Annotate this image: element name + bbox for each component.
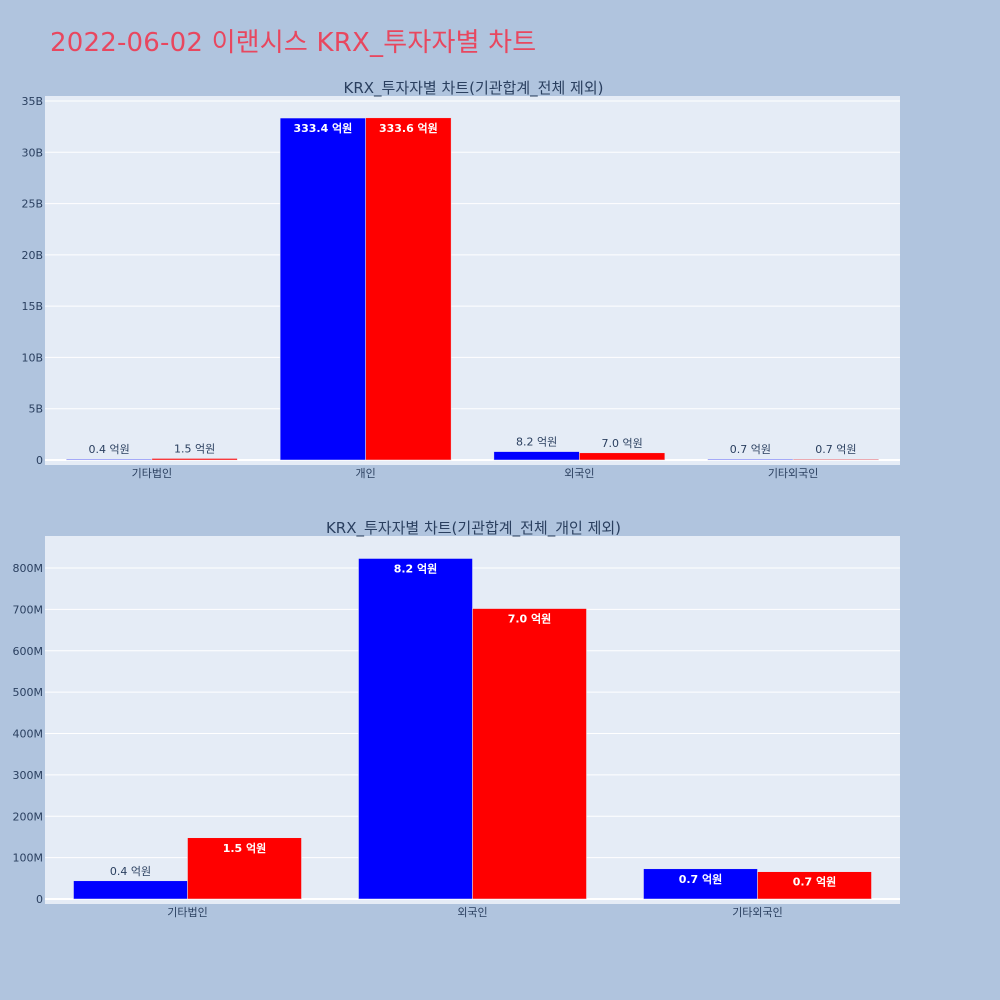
bar (358, 558, 473, 900)
data-label: 0.4 억원 (89, 443, 130, 456)
y-tick-label: 25B (21, 198, 43, 211)
x-tick-label: 외국인 (457, 906, 487, 919)
y-tick-label: 20B (21, 249, 43, 262)
data-label: 7.0 억원 (508, 612, 552, 626)
y-tick-label: 0 (36, 893, 43, 906)
y-tick-label: 600M (13, 645, 44, 658)
x-tick-label: 기타외국인 (732, 906, 783, 919)
x-tick-label: 기타외국인 (768, 467, 819, 480)
y-tick-label: 800M (13, 562, 44, 575)
data-label: 333.4 억원 (293, 121, 352, 135)
chart-title: KRX_투자자별 차트(기관합계_전체_개인 제외) (326, 519, 621, 538)
bar (73, 880, 188, 900)
data-label: 0.7 억원 (815, 443, 856, 456)
y-tick-label: 0 (36, 454, 43, 467)
y-tick-label: 700M (13, 603, 44, 616)
x-tick-label: 기타법인 (167, 906, 207, 919)
x-tick-label: 기타법인 (132, 467, 172, 480)
y-tick-label: 500M (13, 686, 44, 699)
data-label: 8.2 억원 (516, 436, 557, 449)
plot-area (45, 96, 900, 465)
x-tick-label: 개인 (356, 467, 376, 480)
y-tick-label: 300M (13, 769, 44, 782)
bar (579, 452, 666, 461)
chart-title: KRX_투자자별 차트(기관합계_전체 제외) (344, 79, 604, 98)
data-label: 0.4 억원 (110, 865, 151, 878)
y-tick-label: 100M (13, 852, 44, 865)
y-tick-label: 30B (21, 146, 43, 159)
data-label: 1.5 억원 (223, 841, 267, 855)
bar (643, 868, 758, 900)
data-label: 1.5 억원 (174, 442, 215, 455)
y-tick-label: 10B (21, 351, 43, 364)
bar (472, 608, 587, 900)
bar (365, 117, 452, 461)
y-tick-label: 400M (13, 728, 44, 741)
chart-top: 0 5B 10B 15B 20B 25B 30B 35B KRX_투자자별 차트(기관합계_전체… (21, 79, 900, 480)
bar (187, 837, 302, 900)
bar (792, 458, 879, 461)
data-label: 0.7 억원 (679, 872, 723, 886)
x-tick-label: 외국인 (564, 467, 594, 480)
y-tick-label: 15B (21, 300, 43, 313)
data-label: 8.2 억원 (394, 561, 438, 575)
y-tick-label: 35B (21, 95, 43, 108)
page-title: 2022-06-02 이랜시스 KRX_투자자별 차트 (50, 28, 537, 58)
bar (151, 458, 238, 461)
bar (279, 117, 366, 461)
y-tick-label: 200M (13, 810, 44, 823)
data-label: 0.7 억원 (730, 443, 771, 456)
y-tick-label: 5B (28, 403, 43, 416)
bar (757, 871, 872, 900)
data-label: 333.6 억원 (379, 121, 438, 135)
data-label: 7.0 억원 (602, 437, 643, 450)
data-label: 0.7 억원 (793, 875, 837, 889)
